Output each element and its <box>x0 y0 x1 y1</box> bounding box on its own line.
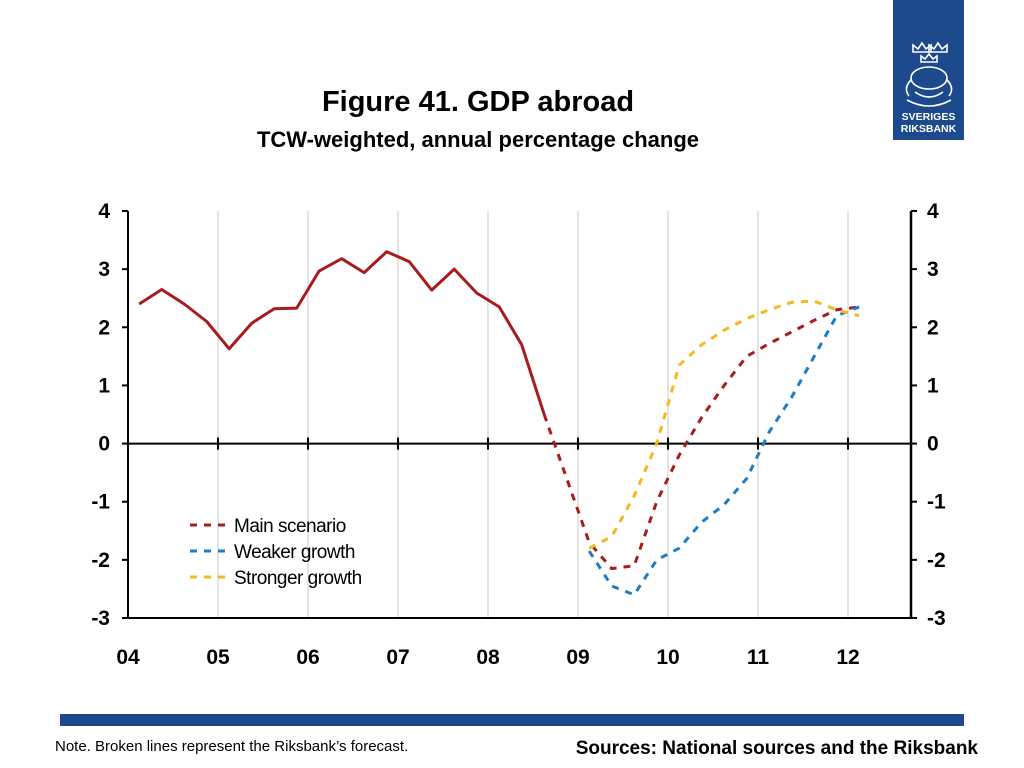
legend-label-main-scenario: Main scenario <box>234 516 346 537</box>
y-tick-label-right: -2 <box>927 549 946 572</box>
logo-text-line1: SVERIGES <box>902 111 956 123</box>
x-tick-label-04: 04 <box>116 646 140 669</box>
series-line-main-scenario <box>542 305 860 571</box>
legend: Main scenario Weaker growth Stronger growt… <box>190 516 362 589</box>
logo-text-line2: RIKSBANK <box>901 123 957 135</box>
series-line-weaker-growth <box>587 305 860 597</box>
legend-label-weaker-growth: Weaker growth <box>234 542 355 563</box>
chart-title: Figure 41. GDP abroad <box>321 86 635 118</box>
y-tick-label-left: 3 <box>98 258 110 281</box>
x-tick-label-08: 08 <box>476 646 500 669</box>
axes <box>122 210 917 619</box>
x-tick-label-09: 09 <box>566 646 589 669</box>
footer-sources: Sources: National sources and the Riksba… <box>575 738 978 759</box>
y-tick-label-right: -1 <box>927 491 946 514</box>
chart-subtitle: TCW-weighted, annual percentage change <box>256 127 700 152</box>
series-line-stronger-growth <box>588 299 860 550</box>
y-tick-label-left: 0 <box>98 433 110 456</box>
legend-label-stronger-growth: Stronger growth <box>234 568 362 589</box>
y-tick-label-right: 4 <box>927 200 939 223</box>
y-tick-label-right: 2 <box>927 316 939 339</box>
y-tick-label-left: -1 <box>91 491 110 514</box>
riksbank-logo: SVERIGES RIKSBANK <box>893 0 964 140</box>
x-tick-label-07: 07 <box>386 646 409 669</box>
y-tick-label-left: 4 <box>98 200 110 223</box>
footer-note: Note. Broken lines represent the Riksban… <box>55 738 409 755</box>
y-tick-label-right: 3 <box>927 258 939 281</box>
y-tick-label-right: 0 <box>927 433 939 456</box>
y-tick-label-left: 2 <box>98 316 110 339</box>
y-tick-label-left: 1 <box>98 374 110 397</box>
series-lines <box>138 250 860 597</box>
x-tick-label-05: 05 <box>206 646 230 669</box>
y-tick-label-left: -2 <box>91 549 110 572</box>
x-tick-label-06: 06 <box>296 646 319 669</box>
x-tick-label-11: 11 <box>747 646 770 669</box>
crown-emblem-icon: SVERIGES RIKSBANK <box>901 41 957 135</box>
y-tick-label-right: -3 <box>927 607 946 630</box>
y-tick-label-left: -3 <box>91 607 110 630</box>
y-tick-label-right: 1 <box>927 374 939 397</box>
x-tick-label-10: 10 <box>656 646 679 669</box>
series-line-outcome <box>138 250 546 415</box>
x-tick-label-12: 12 <box>836 646 859 669</box>
footer-bar <box>60 714 964 726</box>
